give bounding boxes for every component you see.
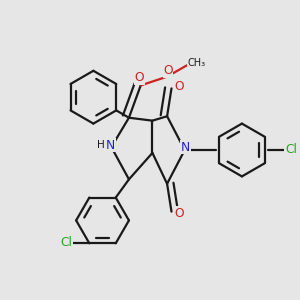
Text: N: N [181,141,190,154]
Text: O: O [134,71,144,84]
Text: H: H [97,140,105,150]
Text: CH₃: CH₃ [188,58,206,68]
Text: Cl: Cl [61,236,73,249]
Text: Cl: Cl [285,142,297,156]
Text: O: O [175,80,184,93]
Text: O: O [175,207,184,220]
Text: N: N [106,139,116,152]
Text: O: O [163,64,173,77]
